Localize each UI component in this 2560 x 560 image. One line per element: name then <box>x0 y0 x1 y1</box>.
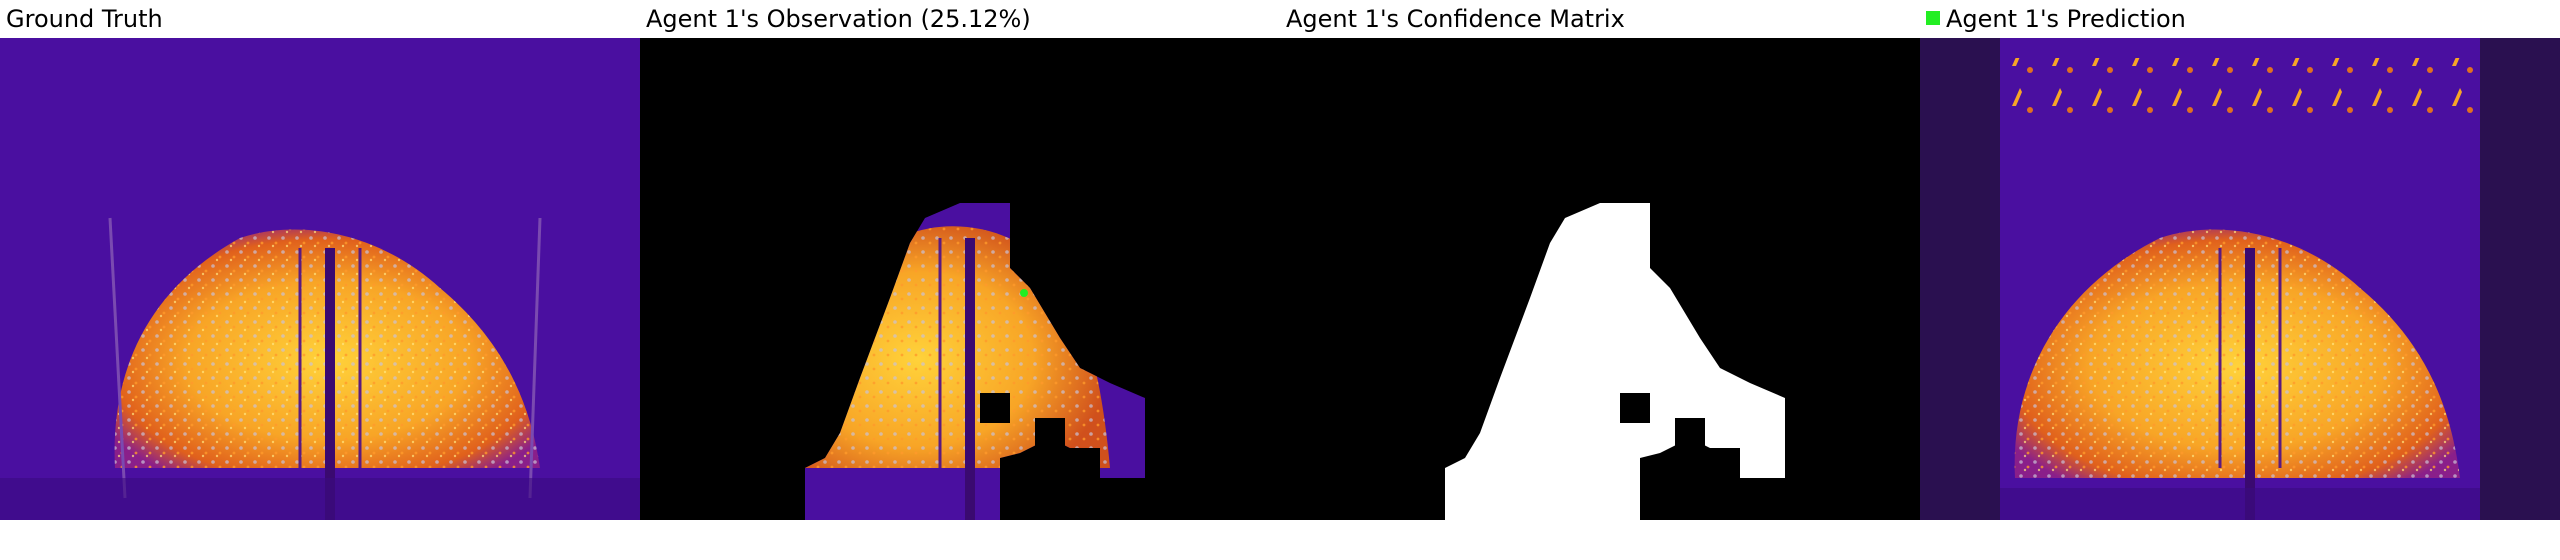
panel-title-confidence-matrix: Agent 1's Confidence Matrix <box>1286 5 1625 33</box>
panel-title-prediction: Agent 1's Prediction <box>1946 5 2186 33</box>
prediction-image <box>1920 38 2560 520</box>
panel-title-prediction-wrap: Agent 1's Prediction <box>1926 2 2186 36</box>
panel-title-ground-truth: Ground Truth <box>6 5 163 33</box>
panel-ground-truth: Ground Truth <box>0 0 640 520</box>
observation-image <box>640 38 1280 520</box>
panel-prediction: Agent 1's Prediction <box>1920 0 2560 520</box>
panel-confidence-matrix: Agent 1's Confidence Matrix <box>1280 0 1920 520</box>
panel-title-observation: Agent 1's Observation (25.12%) <box>646 5 1031 33</box>
ground-truth-image <box>0 38 640 520</box>
confidence-matrix-image <box>1280 38 1920 520</box>
panel-observation: Agent 1's Observation (25.12%) <box>640 0 1280 520</box>
legend-swatch <box>1926 11 1940 25</box>
